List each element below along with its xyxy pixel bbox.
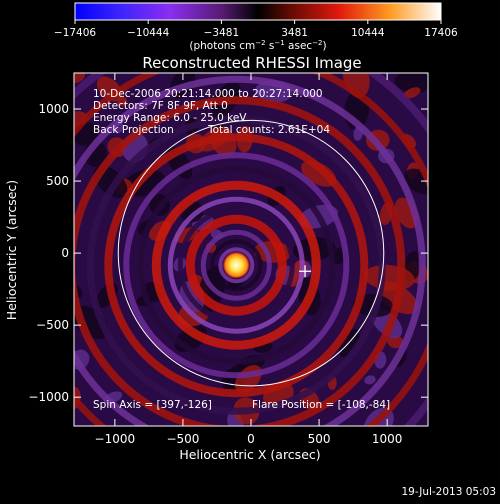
sidelobe-ring xyxy=(151,180,321,350)
texture-blob xyxy=(394,73,428,93)
colorbar xyxy=(74,2,442,21)
sidelobe-ring xyxy=(177,206,295,324)
flare-source xyxy=(222,251,251,280)
x-tick-label: 500 xyxy=(308,432,331,446)
timestamp: 19-Jul-2013 05:03 xyxy=(401,486,496,498)
x-tick-label: −500 xyxy=(166,432,199,446)
spin-axis-label: Spin Axis = [397,-126] xyxy=(93,399,212,411)
colorbar-ticks: −17406 −10444 −3481 3481 10444 17406 xyxy=(54,20,458,39)
spin-axis-marker xyxy=(299,265,312,278)
sidelobe-ring xyxy=(137,166,336,365)
y-tick-label: 500 xyxy=(46,174,69,188)
sidelobe-ring xyxy=(167,196,305,334)
colorbar-tick-label: 17406 xyxy=(424,27,458,39)
axis-ticks: −1000 −500 0 500 1000 −1000 −500 0 500 1000 xyxy=(28,73,428,446)
texture-blob xyxy=(403,87,421,99)
y-tick-label: −1000 xyxy=(28,390,69,404)
sidelobe-ring xyxy=(74,75,426,426)
sidelobe-ring xyxy=(104,133,369,398)
colorbar-tick-label: −3481 xyxy=(204,27,240,39)
colorbar-unit-label: (photons cm−2 s−1 asec−2) xyxy=(189,39,326,52)
colorbar-tick-label: 10444 xyxy=(351,27,385,39)
y-axis-label: Heliocentric Y (arcsec) xyxy=(4,180,19,320)
sidelobe-ring xyxy=(200,229,272,301)
sidelobe-ring xyxy=(74,96,406,426)
chart-title: Reconstructed RHESSI Image xyxy=(142,54,361,72)
colorbar-tick-label: −10444 xyxy=(127,27,170,39)
colorbar-tick-label: −17406 xyxy=(54,27,97,39)
x-tick-label: 0 xyxy=(247,432,255,446)
info-detectors: Detectors: 7F 8F 9F, Att 0 xyxy=(93,100,228,112)
y-tick-label: 1000 xyxy=(38,102,69,116)
texture-blob xyxy=(74,73,85,84)
sidelobe-ring xyxy=(185,214,287,316)
flare-position-label: Flare Position = [-108,-84] xyxy=(252,399,390,411)
info-time-range: 10-Dec-2006 20:21:14.000 to 20:27:14.000 xyxy=(93,88,323,100)
solar-disk-circle xyxy=(117,119,385,387)
x-tick-label: −1000 xyxy=(95,432,136,446)
x-axis-label: Heliocentric X (arcsec) xyxy=(179,447,320,462)
info-energy-range: Energy Range: 6.0 - 25.0 keV xyxy=(93,112,247,124)
sidelobe-ring xyxy=(210,239,263,292)
sidelobe-ring xyxy=(123,152,350,379)
y-tick-label: −500 xyxy=(36,318,69,332)
texture-blob xyxy=(364,375,376,385)
sidelobe-ring xyxy=(218,247,255,284)
sidelobe-ring xyxy=(86,115,386,415)
image-area xyxy=(74,73,428,426)
info-total-counts: Total counts: 2.61E+04 xyxy=(207,124,330,136)
y-tick-label: 0 xyxy=(61,246,69,260)
x-tick-label: 1000 xyxy=(372,432,403,446)
texture-blob xyxy=(387,335,404,349)
info-method: Back Projection xyxy=(93,124,174,136)
sidelobe-rings xyxy=(74,73,428,426)
colorbar-tick-label: 3481 xyxy=(281,27,308,39)
